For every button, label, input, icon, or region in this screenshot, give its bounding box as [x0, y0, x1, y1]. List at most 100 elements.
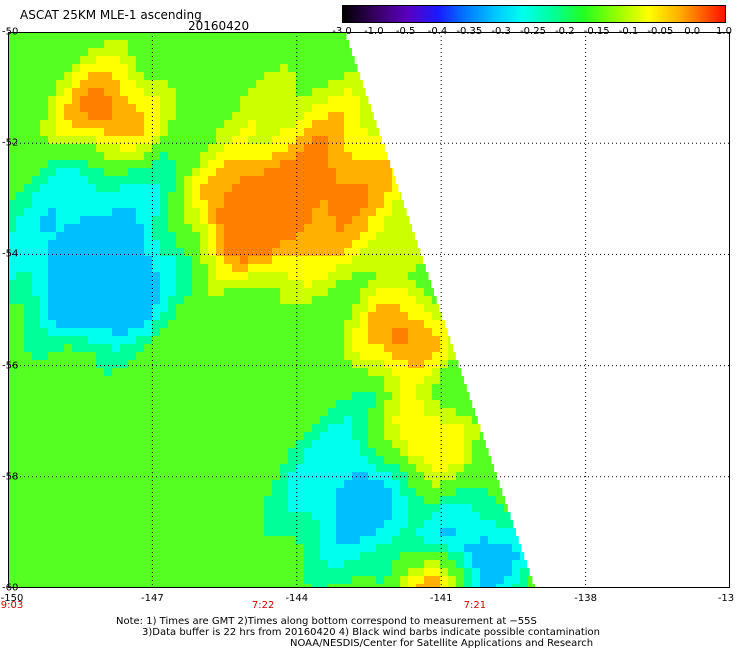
swath-cell [96, 104, 105, 113]
swath-cell [272, 504, 281, 513]
swath-cell [472, 520, 481, 529]
swath-cell [424, 576, 433, 585]
swath-cell [16, 408, 25, 417]
swath-cell [232, 376, 241, 385]
swath-cell [280, 352, 289, 361]
swath-cell [120, 312, 129, 321]
swath-cell [160, 392, 169, 401]
swath-cell [24, 96, 33, 105]
swath-cell [424, 512, 433, 521]
swath-cell [456, 520, 465, 529]
swath-cell [280, 560, 289, 569]
swath-cell [152, 168, 161, 177]
swath-cell [416, 416, 425, 425]
swath-cell [40, 88, 49, 97]
swath-cell [416, 256, 424, 265]
swath-cell [440, 392, 449, 401]
swath-cell [344, 368, 353, 377]
swath-cell [296, 456, 305, 465]
swath-cell [176, 280, 185, 289]
swath-cell [96, 256, 105, 265]
swath-cell [48, 504, 57, 513]
swath-cell [336, 336, 345, 345]
swath-cell [72, 416, 81, 425]
swath-cell [208, 376, 217, 385]
swath-cell [136, 512, 145, 521]
swath-cell [288, 224, 297, 233]
swath-cell [352, 224, 361, 233]
swath-cell [320, 112, 329, 121]
swath-cell [152, 504, 161, 513]
swath-cell [288, 488, 297, 497]
swath-cell [144, 272, 153, 281]
swath-cell [344, 456, 353, 465]
swath-cell [32, 56, 41, 65]
swath-cell [144, 312, 153, 321]
swath-cell [144, 208, 153, 217]
swath-cell [352, 544, 361, 553]
swath-cell [312, 504, 321, 513]
swath-cell [144, 144, 153, 153]
swath-cell [224, 104, 233, 113]
swath-cell [160, 536, 169, 545]
swath-cell [184, 168, 193, 177]
swath-cell [168, 448, 177, 457]
swath-cell [112, 376, 121, 385]
swath-cell [256, 104, 265, 113]
swath-cell [248, 464, 257, 473]
swath-cell [480, 480, 489, 489]
swath-cell [184, 408, 193, 417]
swath-cell [160, 416, 169, 425]
swath-cell [168, 304, 177, 313]
swath-cell [384, 144, 385, 153]
swath-cell [136, 368, 145, 377]
swath-cell [240, 216, 249, 225]
swath-cell [136, 488, 145, 497]
swath-cell [160, 144, 169, 153]
swath-cell [328, 512, 337, 521]
swath-cell [344, 104, 353, 113]
swath-cell [72, 400, 81, 409]
swath-cell [32, 496, 41, 505]
swath-cell [112, 472, 121, 481]
swath-cell [208, 336, 217, 345]
time-label: 7:21 [463, 600, 487, 611]
swath-cell [144, 176, 153, 185]
swath-cell [40, 240, 49, 249]
swath-cell [224, 456, 233, 465]
swath-cell [336, 440, 345, 449]
swath-cell [312, 160, 321, 169]
swath-cell [456, 496, 465, 505]
swath-cell [456, 448, 465, 457]
swath-cell [272, 192, 281, 201]
swath-cell [56, 512, 65, 521]
swath-cell [384, 560, 393, 569]
swath-cell [304, 96, 313, 105]
swath-cell [440, 472, 449, 481]
swath-cell [376, 136, 383, 145]
latitude-label: -56 [2, 360, 19, 372]
swath-cell [384, 360, 393, 369]
swath-cell [424, 264, 426, 273]
swath-cell [280, 320, 289, 329]
swath-cell [376, 176, 385, 185]
swath-cell [144, 488, 153, 497]
swath-cell [48, 408, 57, 417]
swath-cell [80, 232, 89, 241]
swath-cell [448, 528, 457, 537]
swath-cell [272, 256, 281, 265]
swath-cell [256, 408, 265, 417]
swath-cell [320, 144, 329, 153]
swath-cell [104, 312, 113, 321]
swath-cell [464, 472, 473, 481]
swath-cell [336, 312, 345, 321]
latitude-label: -54 [2, 248, 19, 260]
swath-cell [376, 576, 385, 585]
swath-cell [336, 168, 345, 177]
swath-cell [256, 560, 265, 569]
swath-cell [232, 224, 241, 233]
swath-cell [368, 256, 377, 265]
swath-cell [72, 432, 81, 441]
swath-cell [64, 72, 73, 81]
swath-cell [288, 272, 297, 281]
